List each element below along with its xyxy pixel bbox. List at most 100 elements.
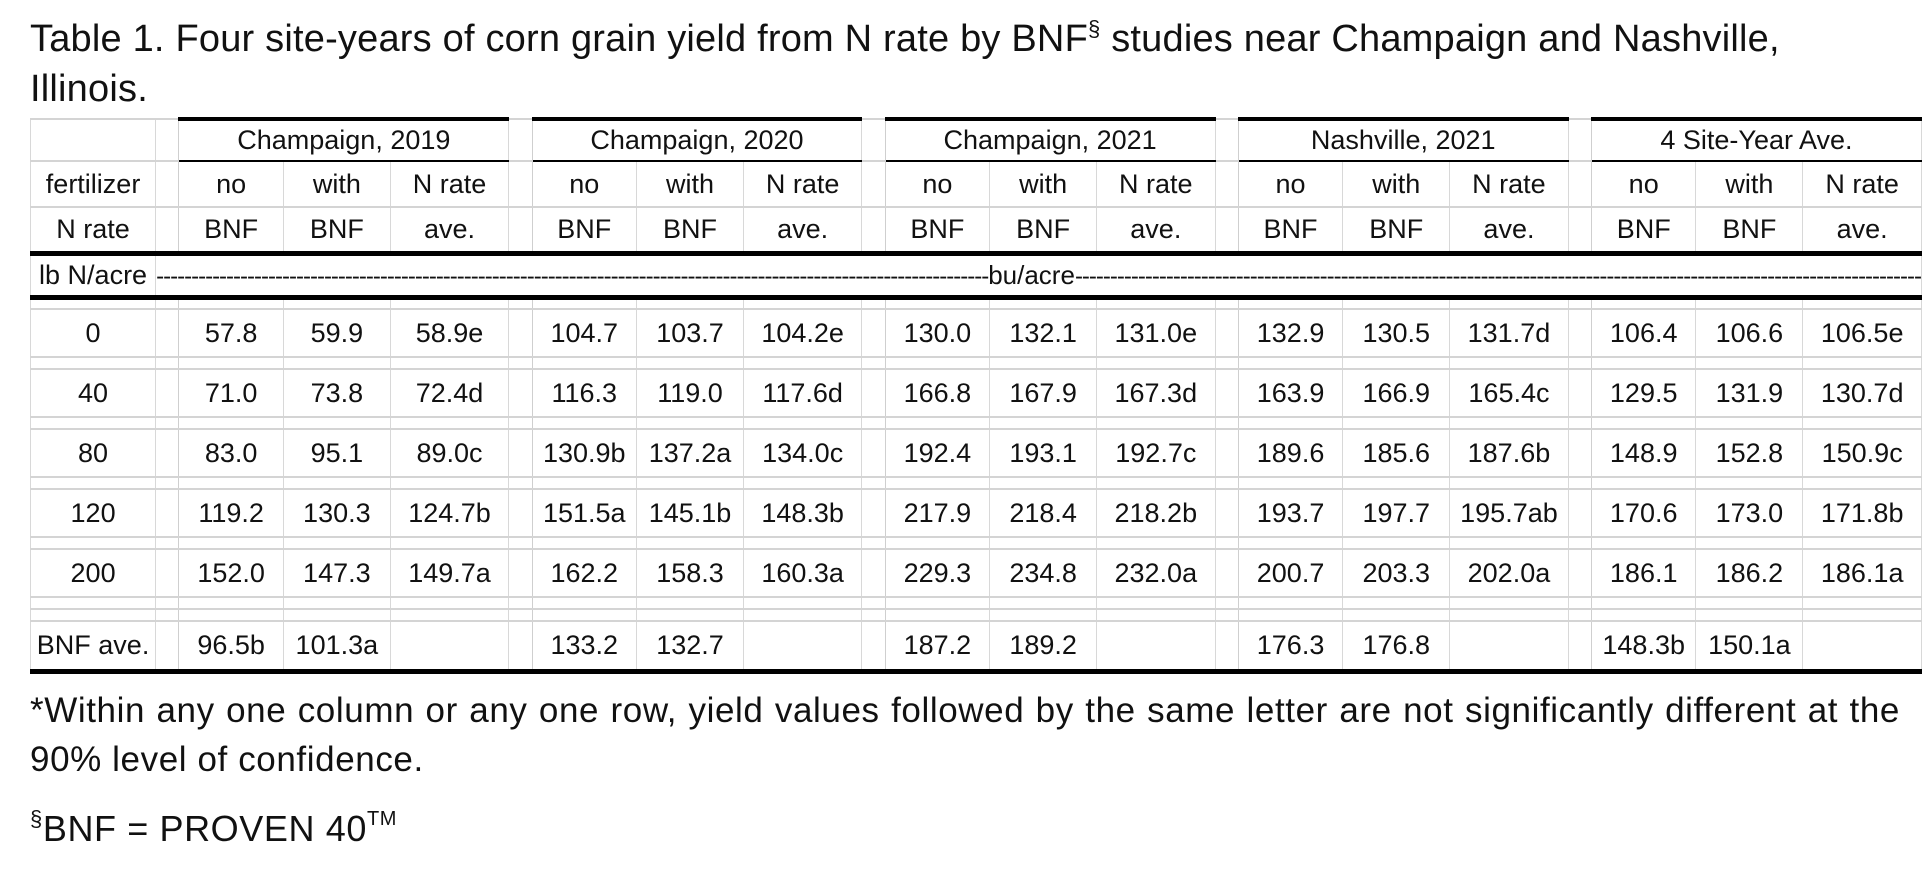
spacer-cell [1096,416,1216,430]
sub-header-top: no [178,160,284,208]
yield-cell: 145.1b [636,488,744,538]
spacer-cell [742,596,863,610]
bnf-average-cell [1449,620,1569,674]
yield-cell: 167.3d [1096,368,1216,418]
sub-header-top: N rate [742,160,863,208]
column-gap [155,160,180,208]
spacer-cell [155,596,180,610]
bnf-average-cell: 132.7 [636,620,744,674]
yield-cell: 167.9 [989,368,1098,418]
spacer-cell [1237,296,1344,310]
spacer-cell [742,356,863,370]
yield-cell: 131.7d [1449,308,1569,358]
yield-cell: 130.5 [1342,308,1451,358]
spacer-cell [1567,536,1592,550]
caption-line1: Table 1. Four site-years of corn grain y… [30,18,1088,60]
spacer-cell [1214,416,1239,430]
row-header-fertilizer: fertilizer [29,160,157,208]
spacer-cell [531,296,638,310]
spacer-cell [1590,536,1697,550]
spacer-cell [884,608,991,622]
yield-cell: 117.6d [742,368,863,418]
yield-cell: 71.0 [178,368,284,418]
spacer-cell [861,356,886,370]
spacer-cell [282,356,391,370]
spacer-cell [508,416,533,430]
spacer-cell [1449,536,1569,550]
spacer-cell [389,356,510,370]
spacer-cell [29,536,157,550]
spacer-cell [531,416,638,430]
spacer-cell [884,296,991,310]
spacer-cell [178,416,284,430]
bnf-average-cell: 96.5b [178,620,284,674]
sub-header-top: with [1695,160,1804,208]
column-gap [1567,620,1592,674]
spacer-cell [531,476,638,490]
yield-cell: 124.7b [389,488,510,538]
sub-header-bottom: ave. [1449,206,1569,256]
spacer-cell [742,608,863,622]
spacer-cell [178,536,284,550]
column-gap [508,206,533,256]
spacer-cell [1449,596,1569,610]
column-gap [1214,368,1239,418]
yield-cell: 89.0c [389,428,510,478]
site-header: Champaign, 2020 [531,117,863,162]
yield-cell: 186.1a [1802,548,1922,598]
table-row: 200 152.0 147.3 149.7a 162.2 158.3 160.3a 229.3… [29,548,1922,598]
yield-cell: 148.3b [742,488,863,538]
yield-cell: 104.7 [531,308,638,358]
spacer-cell [989,476,1098,490]
column-gap [155,488,180,538]
spacer-cell [508,596,533,610]
sub-header-top: N rate [389,160,510,208]
unit-label: lb N/acre [29,252,157,300]
spacer-cell [861,608,886,622]
yield-cell: 103.7 [636,308,744,358]
yield-cell: 189.6 [1237,428,1344,478]
yield-cell: 130.0 [884,308,991,358]
spacer-cell [1237,536,1344,550]
spacer-cell [1802,356,1922,370]
spacer-cell [1590,416,1697,430]
column-gap [1214,488,1239,538]
column-gap [1567,368,1592,418]
spacer-cell [282,596,391,610]
spacer-cell [1449,608,1569,622]
sub-header-top: no [1590,160,1697,208]
unit-center: bu/acre [988,259,1075,290]
column-gap [508,548,533,598]
yield-table: Champaign, 2019 Champaign, 2020 Champaign,… [29,117,1922,674]
spacer-cell [178,296,284,310]
spacer-cell [29,356,157,370]
n-rate-cell: 120 [29,488,157,538]
spacer-cell [155,356,180,370]
yield-cell: 166.9 [1342,368,1451,418]
column-gap [861,428,886,478]
spacer-cell [742,296,863,310]
spacer-cell [636,356,744,370]
table-row: 0 57.8 59.9 58.9e 104.7 103.7 104.2e 130.0 132.1… [29,308,1922,358]
spacer-cell [1695,356,1804,370]
yield-cell: 83.0 [178,428,284,478]
spacer-cell [531,356,638,370]
spacer-cell [178,356,284,370]
spacer-cell [1590,476,1697,490]
spacer-cell [1695,596,1804,610]
table-row: 120 119.2 130.3 124.7b 151.5a 145.1b 148.3b 217… [29,488,1922,538]
spacer-cell [389,476,510,490]
column-gap [1214,206,1239,256]
yield-cell: 166.8 [884,368,991,418]
yield-cell: 200.7 [1237,548,1344,598]
spacer-cell [1695,536,1804,550]
column-gap [1214,548,1239,598]
column-gap [155,428,180,478]
yield-cell: 137.2a [636,428,744,478]
column-gap [508,488,533,538]
spacer-cell [389,596,510,610]
spacer-cell [989,596,1098,610]
spacer-cell [1802,608,1922,622]
spacer-cell [989,608,1098,622]
yield-cell: 152.8 [1695,428,1804,478]
